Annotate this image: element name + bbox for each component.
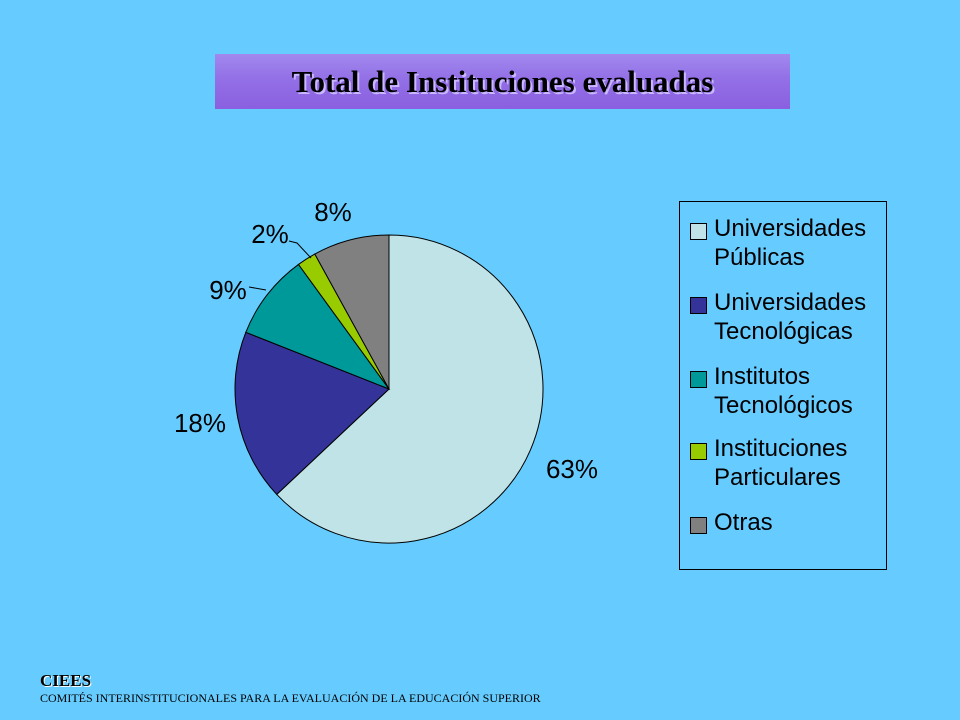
legend-swatch-otras xyxy=(690,517,707,534)
legend-item-otras: Otras xyxy=(690,508,889,537)
legend-label-universidades-tecnologicas: Universidades Tecnológicas xyxy=(714,289,867,345)
legend-item-universidades-publicas: Universidades Públicas xyxy=(690,214,889,272)
footer-org: CIEES xyxy=(40,671,92,690)
legend-item-institutos-tecnologicos: Institutos Tecnológicos xyxy=(690,362,889,420)
data-label: 63% xyxy=(546,454,598,484)
data-label: 18% xyxy=(174,408,226,438)
pie-slice-otras xyxy=(314,234,390,390)
legend-label-universidades-publicas: Universidades Públicas xyxy=(714,215,867,271)
footer: CIEES COMITÉS INTERINSTITUCIONALES PARA … xyxy=(40,672,541,706)
data-label: 8% xyxy=(314,197,352,227)
legend-swatch-universidades-tecnologicas xyxy=(690,297,707,314)
legend-item-instituciones-particulares: Instituciones Particulares xyxy=(690,434,889,492)
pie-slice-universidades-tecnologicas xyxy=(234,331,390,496)
data-label: 2% xyxy=(251,219,289,249)
data-label: 9% xyxy=(209,275,247,305)
legend-swatch-universidades-publicas xyxy=(690,223,707,240)
leader-line xyxy=(288,240,312,259)
chart-legend: Universidades Públicas Universidades Tec… xyxy=(679,201,887,570)
legend-swatch-institutos-tecnologicos xyxy=(690,371,707,388)
footer-full-name: COMITÉS INTERINSTITUCIONALES PARA LA EVA… xyxy=(40,691,541,705)
legend-label-instituciones-particulares: Instituciones Particulares xyxy=(714,435,848,491)
slide-title: Total de Instituciones evaluadas xyxy=(291,63,714,99)
legend-label-institutos-tecnologicos: Institutos Tecnológicos xyxy=(714,363,853,419)
title-banner: Total de Instituciones evaluadas xyxy=(215,54,790,109)
legend-label-otras: Otras xyxy=(714,509,773,536)
leader-line xyxy=(248,286,267,291)
pie-slice-universidades-publicas xyxy=(276,234,544,544)
legend-item-universidades-tecnologicas: Universidades Tecnológicas xyxy=(690,288,889,346)
pie-slice-institutos-tecnologicos xyxy=(245,263,391,391)
legend-swatch-instituciones-particulares xyxy=(690,443,707,460)
